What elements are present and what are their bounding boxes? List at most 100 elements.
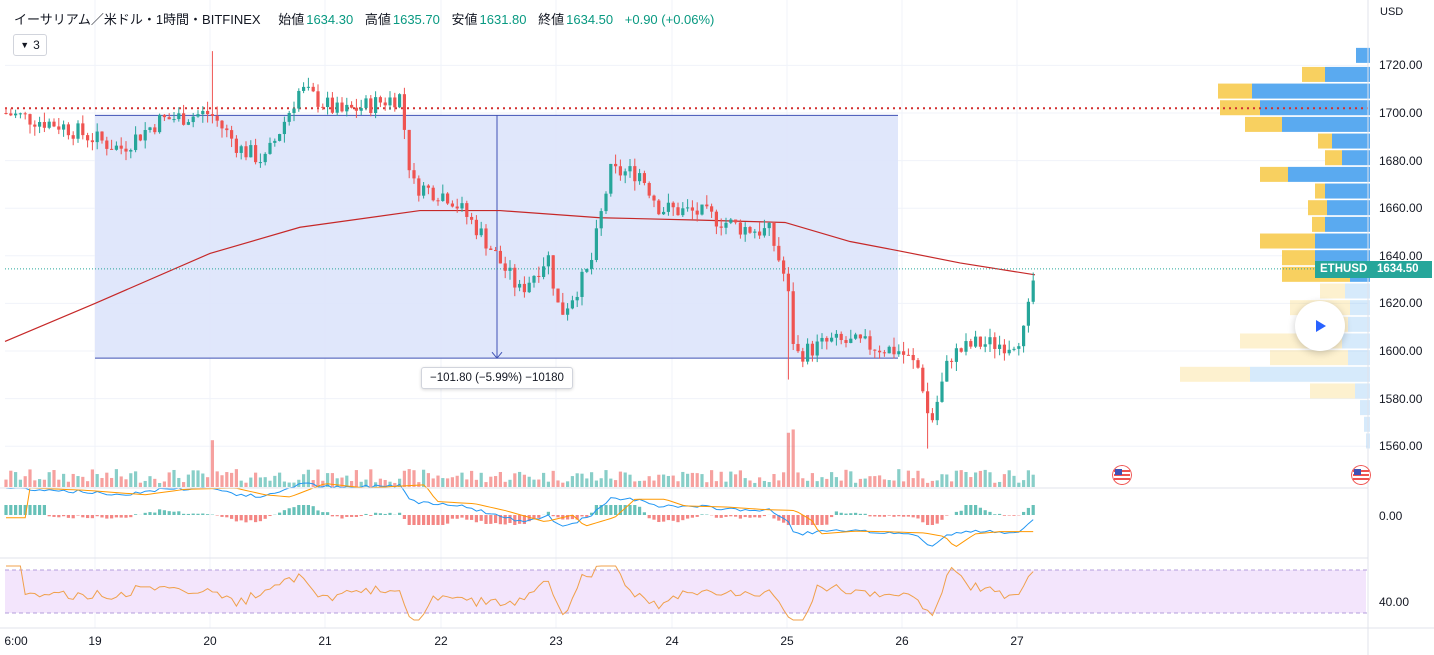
macd-histogram-bar: [278, 512, 282, 515]
candle-body: [201, 110, 205, 115]
volume-bar: [378, 478, 382, 487]
macd-histogram-bar: [1002, 515, 1006, 516]
candle-body: [134, 134, 138, 151]
volume-bar: [18, 479, 22, 487]
volume-bar: [359, 481, 363, 487]
time-tick-label: 20: [203, 634, 217, 648]
candle-body: [1007, 349, 1011, 354]
macd-histogram-bar: [724, 515, 728, 517]
macd-histogram-bar: [422, 515, 426, 525]
volume-bar: [700, 474, 704, 487]
candle-body: [854, 334, 858, 339]
macd-histogram-bar: [902, 515, 906, 517]
volume-bar: [258, 477, 262, 487]
macd-histogram-bar: [551, 515, 555, 517]
volume-bar: [604, 470, 608, 487]
candle-body: [124, 148, 128, 152]
macd-histogram-bar: [599, 505, 603, 515]
volume-profile-up: [1325, 66, 1370, 82]
candle-body: [887, 346, 891, 354]
macd-histogram-bar: [686, 515, 690, 519]
time-tick-label: 24: [665, 634, 679, 648]
candle-body: [767, 222, 771, 229]
candle-body: [868, 336, 872, 350]
change-value: +0.90 (+0.06%): [624, 12, 715, 27]
volume-bar: [196, 470, 200, 487]
candle-body: [839, 333, 843, 341]
candle-body: [878, 350, 882, 353]
last-price-badge: 1634.50: [1372, 261, 1432, 278]
macd-histogram-bar: [81, 515, 85, 518]
us-flag-icon[interactable]: [1112, 465, 1132, 485]
candle-body: [849, 338, 853, 343]
volume-bar: [417, 482, 421, 487]
volume-bar: [426, 473, 430, 487]
candle-body: [724, 222, 728, 228]
volume-bar: [748, 480, 752, 487]
macd-histogram-bar: [882, 515, 886, 517]
macd-histogram-bar: [134, 514, 138, 515]
volume-bar: [90, 469, 94, 487]
candle-body: [844, 340, 848, 343]
horizontal-line[interactable]: [5, 107, 1368, 270]
play-button[interactable]: [1295, 301, 1345, 351]
volume-bar: [148, 476, 152, 487]
volume-bar: [566, 481, 570, 487]
volume-bar: [618, 471, 622, 487]
macd-histogram-bar: [868, 515, 872, 517]
macd-histogram-bar: [527, 515, 531, 522]
volume-bar: [935, 480, 939, 487]
candle-body: [268, 142, 272, 154]
measure-label: −101.80 (−5.99%) −10180: [421, 367, 573, 389]
candle-body: [455, 206, 459, 209]
macd-histogram-bar: [978, 507, 982, 515]
candle-body: [90, 140, 94, 143]
candle-body: [719, 226, 723, 228]
price-axis-unit[interactable]: USD: [1380, 6, 1404, 18]
candle-body: [988, 337, 992, 345]
volume-bar: [210, 440, 214, 487]
candle-body: [671, 202, 675, 208]
candle-body: [393, 97, 397, 108]
volume-bar: [9, 470, 13, 487]
volume-bar: [388, 481, 392, 487]
candle-body: [494, 250, 498, 252]
macd-histogram-bar: [522, 515, 526, 525]
candle-body: [182, 113, 186, 125]
symbol-title[interactable]: イーサリアム／米ドル・1時間・BITFINEX: [14, 12, 261, 27]
signal-line: [6, 483, 1034, 548]
candle-body: [580, 271, 584, 297]
candle-body: [38, 122, 42, 127]
volume-bar: [518, 471, 522, 487]
candle-body: [446, 193, 450, 204]
volume-bar: [402, 470, 406, 487]
volume-bar: [28, 469, 32, 487]
candle-body: [407, 129, 411, 171]
macd-histogram-bar: [258, 515, 262, 522]
candle-body: [86, 135, 90, 141]
candle-body: [345, 104, 349, 112]
us-flag-icon[interactable]: [1351, 465, 1371, 485]
volume-bar: [695, 473, 699, 487]
candle-body: [9, 113, 13, 116]
indicator-count: 3: [33, 38, 40, 52]
volume-bar: [887, 480, 891, 487]
candle-body: [18, 113, 22, 115]
candle-body: [239, 146, 243, 153]
candle-body: [388, 97, 392, 106]
candle-body: [585, 268, 589, 272]
indicators-toggle-button[interactable]: ▼ 3: [13, 34, 47, 56]
candle-body: [542, 266, 546, 277]
macd-histogram-bar: [345, 515, 349, 517]
volume-profile-up: [1332, 133, 1370, 149]
candle-body: [1022, 325, 1026, 347]
volume-bar: [863, 478, 867, 487]
candle-body: [537, 275, 541, 277]
candle-body: [460, 203, 464, 209]
macd-histogram-bar: [676, 515, 680, 523]
volume-bar: [42, 479, 46, 487]
volume-bar: [263, 477, 267, 487]
macd-histogram-bar: [302, 505, 306, 515]
